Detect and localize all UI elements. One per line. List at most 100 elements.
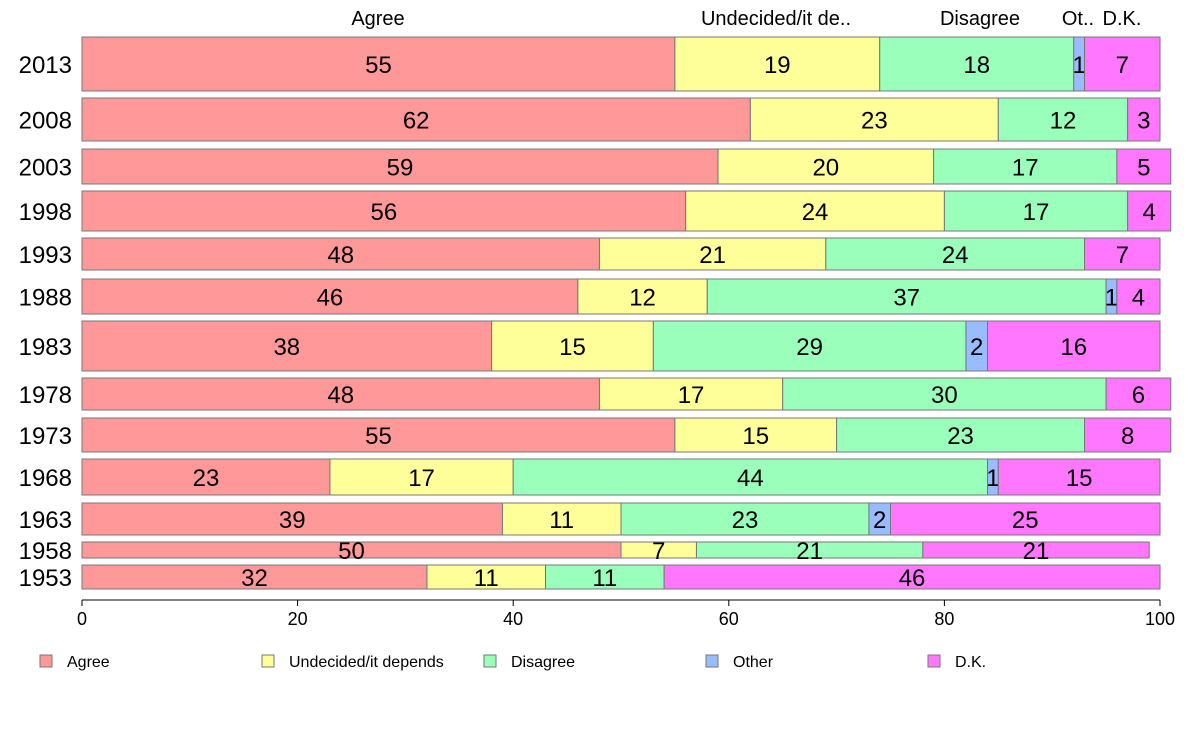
legend: Agree Undecided/it depends Disagree Other D.… (39, 654, 986, 671)
bar-1978-d-k (1105, 377, 1172, 411)
data-label-1988-agree: 46 (317, 285, 344, 312)
bar-2013-disagree (879, 36, 1075, 92)
bar-2013-undecided-it-depends (674, 36, 881, 92)
data-label-1983-undecided-it-depends: 15 (559, 334, 586, 361)
data-label-1973-d-k: 8 (1121, 423, 1134, 450)
data-label-2008-disagree: 12 (1050, 108, 1077, 135)
data-label-1963-d-k: 25 (1012, 507, 1039, 534)
data-label-1968-d-k: 15 (1066, 465, 1093, 492)
data-label-1953-d-k: 46 (899, 565, 926, 592)
bar-1963-agree (81, 502, 503, 536)
bar-1963-undecided-it-depends (501, 502, 622, 536)
data-label-1993-d-k: 7 (1116, 242, 1129, 269)
data-label-1973-disagree: 23 (947, 423, 974, 450)
legend-label-d-k: D.K. (955, 654, 986, 671)
data-label-1968-agree: 23 (193, 465, 220, 492)
bar-1998-undecided-it-depends (685, 190, 945, 232)
data-label-1983-disagree: 29 (796, 334, 823, 361)
bar-2013-d-k (1084, 36, 1161, 92)
bar-1973-undecided-it-depends (674, 417, 838, 453)
bar-2008-disagree (997, 97, 1129, 142)
year-labels: 2013 2008 2003 1998 1993 1988 1983 1978 1973 1968… (19, 52, 72, 592)
data-label-2013-agree: 55 (365, 52, 392, 79)
data-label-1958-d-k: 21 (1023, 538, 1050, 565)
x-tick-label-20: 20 (288, 609, 308, 629)
data-label-2013-other: 1 (1072, 52, 1085, 79)
top-label-ot: Ot.. (1062, 8, 1094, 30)
year-label-1968: 1968 (19, 465, 72, 492)
bar-1983-d-k (987, 320, 1161, 372)
bar-1998-agree (81, 190, 687, 232)
x-axis: 0 20 40 60 80 100 (77, 599, 1175, 629)
data-label-1968-other: 1 (986, 465, 999, 492)
year-label-2003: 2003 (19, 155, 72, 182)
data-label-1988-d-k: 4 (1132, 285, 1145, 312)
legend-swatch-agree (39, 654, 53, 668)
data-label-1988-undecided-it-depends: 12 (629, 285, 656, 312)
data-label-2008-undecided-it-depends: 23 (861, 108, 888, 135)
bar-2003-undecided-it-depends (717, 148, 935, 185)
data-label-2003-disagree: 17 (1012, 155, 1039, 182)
x-tick-label-40: 40 (503, 609, 523, 629)
bar-1988-d-k (1116, 278, 1161, 315)
bar-2008-undecided-it-depends (749, 97, 999, 142)
data-label-1963-undecided-it-depends: 11 (549, 507, 574, 534)
data-label-1978-disagree: 30 (931, 382, 958, 409)
year-label-1963: 1963 (19, 507, 72, 534)
data-label-1973-agree: 55 (365, 423, 392, 450)
bar-1968-d-k (997, 458, 1161, 496)
bar-1978-undecided-it-depends (598, 377, 784, 411)
bar-1998-d-k (1127, 190, 1172, 232)
year-label-1988: 1988 (19, 285, 72, 312)
year-label-1983: 1983 (19, 334, 72, 361)
bar-1968-undecided-it-depends (329, 458, 514, 496)
data-label-1963-disagree: 23 (732, 507, 759, 534)
data-label-1953-disagree: 11 (592, 565, 617, 592)
top-series-labels: Agree Undecided/it de.. Disagree Ot.. D.K. (351, 8, 1141, 30)
legend-label-undecided-it-depends: Undecided/it depends (289, 654, 444, 671)
bar-2008-d-k (1127, 97, 1161, 142)
data-label-1978-undecided-it-depends: 17 (678, 382, 705, 409)
bar-1983-agree (81, 320, 493, 372)
x-tick-label-80: 80 (934, 609, 954, 629)
data-label-1978-agree: 48 (327, 382, 354, 409)
bar-1973-d-k (1084, 417, 1172, 453)
data-label-1988-disagree: 37 (893, 285, 920, 312)
data-label-1998-d-k: 4 (1143, 199, 1156, 226)
data-label-1983-other: 2 (970, 334, 983, 361)
legend-label-agree: Agree (67, 654, 110, 671)
data-label-1988-other: 1 (1105, 285, 1118, 312)
bar-1953-undecided-it-depends (426, 564, 547, 590)
bar-1983-undecided-it-depends (491, 320, 654, 372)
data-label-1998-undecided-it-depends: 24 (802, 199, 829, 226)
legend-label-disagree: Disagree (511, 654, 575, 671)
bar-1963-disagree (620, 502, 870, 536)
data-label-1958-agree: 50 (338, 538, 365, 565)
data-label-2013-disagree: 18 (963, 52, 990, 79)
data-label-1963-agree: 39 (279, 507, 306, 534)
data-label-1993-disagree: 24 (942, 242, 969, 269)
data-label-2003-d-k: 5 (1137, 155, 1150, 182)
bar-1968-agree (81, 458, 331, 496)
bar-1993-d-k (1084, 237, 1161, 271)
data-label-1998-disagree: 17 (1023, 199, 1050, 226)
x-tick-label-100: 100 (1145, 609, 1175, 629)
legend-label-other: Other (733, 654, 774, 671)
bar-1973-disagree (836, 417, 1086, 453)
data-label-1983-agree: 38 (273, 334, 300, 361)
data-label-1998-agree: 56 (370, 199, 397, 226)
legend-swatch-d-k (927, 654, 941, 668)
year-label-1953: 1953 (19, 565, 72, 592)
bar-1978-agree (81, 377, 600, 411)
year-label-1958: 1958 (19, 538, 72, 565)
data-label-2008-agree: 62 (403, 108, 430, 135)
data-label-2008-d-k: 3 (1137, 108, 1150, 135)
data-label-1968-disagree: 44 (737, 465, 764, 492)
data-label-1993-agree: 48 (327, 242, 354, 269)
top-label-undecided-it-de: Undecided/it de.. (701, 8, 851, 30)
year-label-1998: 1998 (19, 199, 72, 226)
bar-1953-d-k (663, 564, 1161, 590)
bar-1963-d-k (890, 502, 1161, 536)
year-label-1993: 1993 (19, 242, 72, 269)
year-label-2013: 2013 (19, 52, 72, 79)
